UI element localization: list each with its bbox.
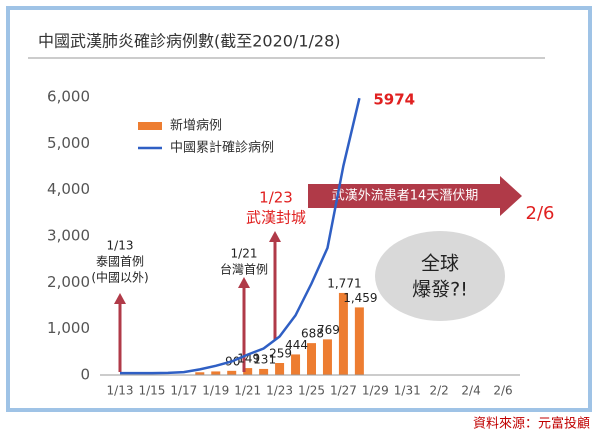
bar-label: 149 <box>237 352 260 366</box>
x-tick-label: 1/13 <box>107 384 134 398</box>
bar-label: 1,771 <box>327 276 361 290</box>
source: 資料來源：元富投顧 <box>473 416 590 432</box>
x-tick-label: 1/19 <box>202 384 229 398</box>
x-tick-label: 1/29 <box>362 384 389 398</box>
bar <box>195 372 205 375</box>
bar-label: 259 <box>269 346 292 360</box>
bar-label: 688 <box>301 327 324 341</box>
annotation: 2/6 <box>526 203 555 224</box>
legend-swatch <box>138 122 162 130</box>
annotation: 武漢外流患者14天潛伏期 <box>332 189 479 204</box>
y-tick-label: 6,000 <box>47 88 90 106</box>
bar <box>354 307 364 375</box>
annotation: 1/21 <box>231 247 258 261</box>
x-tick-label: 1/31 <box>394 384 421 398</box>
y-tick-label: 5,000 <box>47 134 90 152</box>
legend-label: 中國累計確診病例 <box>170 140 274 156</box>
y-tick-label: 1,000 <box>47 319 90 337</box>
bar <box>291 354 301 375</box>
period-arrow <box>308 176 522 216</box>
bubble <box>375 231 505 321</box>
bar-label: 131 <box>253 352 276 366</box>
legend-label: 新增病例 <box>170 118 222 134</box>
line-end-label: 5974 <box>373 91 415 109</box>
x-tick-label: 1/17 <box>170 384 197 398</box>
x-tick-label: 2/4 <box>461 384 480 398</box>
bar <box>322 339 332 375</box>
arrow-head <box>114 293 126 304</box>
annotation: (中國以外) <box>91 270 148 285</box>
x-tick-label: 1/25 <box>298 384 325 398</box>
annotation: 泰國首例 <box>96 255 144 269</box>
bar-label: 769 <box>317 323 340 337</box>
y-tick-label: 0 <box>80 366 90 384</box>
arrow-head <box>238 277 250 288</box>
line <box>120 97 361 375</box>
x-tick-label: 2/6 <box>493 384 512 398</box>
bar <box>227 370 237 375</box>
y-tick-label: 2,000 <box>47 273 90 291</box>
annotation: 全球 <box>421 253 459 275</box>
arrow-head <box>269 231 281 242</box>
x-tick-label: 2/2 <box>430 384 449 398</box>
annotation: 武漢封城 <box>246 209 306 227</box>
bar <box>243 368 253 375</box>
annotation: 1/23 <box>259 189 293 207</box>
frame <box>6 6 592 412</box>
bar <box>338 292 348 375</box>
bar-label: 444 <box>285 338 308 352</box>
bar <box>307 343 316 375</box>
y-tick-label: 4,000 <box>47 180 90 198</box>
annotation: 台灣首例 <box>220 262 268 277</box>
bar <box>259 368 269 375</box>
x-tick-label: 1/27 <box>330 384 357 398</box>
y-tick-label: 3,000 <box>47 227 90 245</box>
bar <box>275 362 285 375</box>
x-tick-label: 1/21 <box>234 384 261 398</box>
x-tick-label: 1/15 <box>138 384 165 398</box>
annotation: 1/13 <box>107 239 134 253</box>
chart-title: 中國武漢肺炎確診病例數(截至2020/1/28) <box>38 32 341 51</box>
x-tick-label: 1/23 <box>266 384 293 398</box>
bar-label: 1,459 <box>343 291 377 305</box>
annotation: 爆發?! <box>412 279 468 301</box>
bar <box>211 371 221 375</box>
